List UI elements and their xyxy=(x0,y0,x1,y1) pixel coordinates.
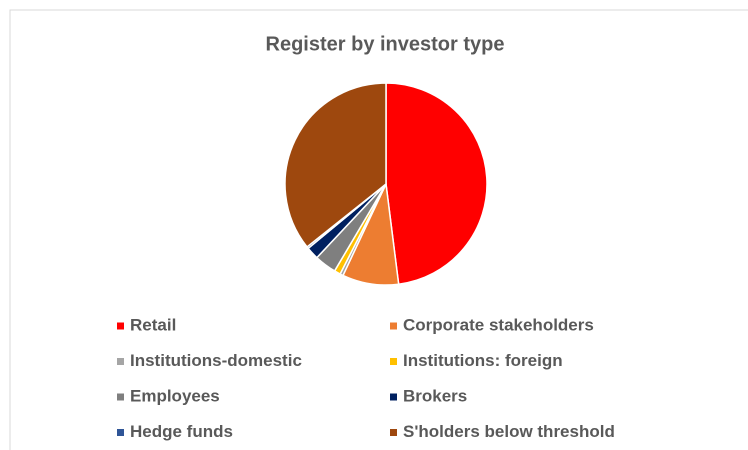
pie-slice xyxy=(385,82,488,286)
legend-swatch xyxy=(117,322,124,330)
legend-swatch xyxy=(390,322,397,330)
legend-swatch xyxy=(390,429,397,436)
legend-label: Institutions-domestic xyxy=(130,351,302,370)
legend-swatch xyxy=(390,393,397,401)
pie-slice xyxy=(284,82,387,248)
legend-swatch xyxy=(390,358,397,365)
legend-swatch xyxy=(117,393,124,401)
legend-label: Institutions: foreign xyxy=(403,351,563,370)
legend-label: S'holders below threshold xyxy=(403,422,615,441)
chart-title: Register by investor type xyxy=(266,33,505,55)
legend-label: Corporate stakeholders xyxy=(403,315,594,334)
legend-swatch xyxy=(117,429,124,436)
legend-label: Retail xyxy=(130,315,176,334)
legend-swatch xyxy=(117,358,124,365)
legend-label: Brokers xyxy=(403,386,467,405)
legend-label: Hedge funds xyxy=(130,422,233,441)
legend-label: Employees xyxy=(130,386,220,405)
